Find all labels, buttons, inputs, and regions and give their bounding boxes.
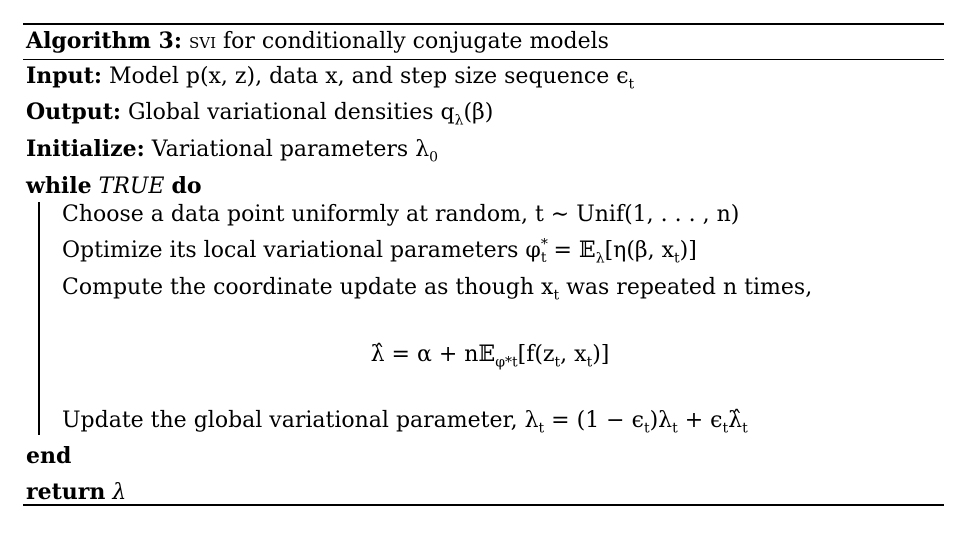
- while-keyword: while: [26, 173, 92, 199]
- input-label: Input:: [26, 63, 102, 89]
- algorithm-header: Algorithm 3: svi for conditionally conju…: [26, 30, 609, 53]
- eq-sub3: t: [586, 354, 593, 371]
- step-update: Update the global variational parameter,…: [62, 408, 748, 436]
- initialize-text: Variational parameters λ: [151, 137, 430, 162]
- step-update-sub4: t: [722, 420, 729, 437]
- step-update-pre: Update the global variational parameter,…: [62, 408, 539, 433]
- bottom-rule: [23, 504, 944, 506]
- step-compute-pre: Compute the coordinate update as though …: [62, 275, 554, 300]
- eq-sub2: t: [554, 354, 561, 371]
- step-optimize-tail: [η(β, x: [604, 238, 675, 263]
- input-sub: t: [628, 76, 635, 93]
- eq-rhs: [f(z: [517, 342, 555, 367]
- step-compute-sub: t: [553, 287, 560, 304]
- output-label: Output:: [26, 99, 121, 125]
- step-update-sub5: t: [742, 420, 748, 437]
- do-keyword: do: [171, 173, 202, 199]
- step-update-mid4: λ̂: [728, 408, 743, 433]
- header-rule: [23, 59, 944, 60]
- loop-bar: [38, 202, 40, 435]
- algorithm-number: Algorithm 3:: [26, 28, 182, 54]
- step-update-sub3: t: [672, 420, 678, 437]
- t-sub: t: [540, 250, 547, 267]
- return-line: return λ: [26, 481, 126, 504]
- eq-end: )]: [592, 342, 610, 367]
- output-tail: (β): [463, 100, 494, 125]
- step-optimize-end: )]: [679, 238, 697, 263]
- eq-mid: , x: [560, 342, 587, 367]
- output-sub: λ: [454, 112, 464, 129]
- output-text: Global variational densities q: [127, 100, 455, 125]
- output-line: Output: Global variational densities qλ(…: [26, 99, 494, 127]
- step-optimize-sub: λ: [595, 250, 605, 267]
- star-sup: *: [540, 236, 548, 253]
- return-value: λ: [112, 480, 127, 505]
- step-optimize-post: = 𝔼: [546, 238, 596, 263]
- step-optimize: Optimize its local variational parameter…: [62, 236, 697, 266]
- step-update-mid2: )λ: [649, 408, 673, 433]
- step-choose: Choose a data point uniformly at random,…: [62, 202, 740, 227]
- input-text: Model p(x, z), data x, and step size seq…: [108, 64, 629, 89]
- while-condition: TRUE: [98, 174, 165, 199]
- end-keyword: end: [26, 443, 72, 469]
- algorithm-acronym: svi: [188, 29, 217, 54]
- step-compute: Compute the coordinate update as though …: [62, 275, 813, 303]
- while-line: while TRUE do: [26, 175, 202, 198]
- step-compute-post: was repeated n times,: [559, 275, 813, 300]
- return-keyword: return: [26, 479, 106, 505]
- input-line: Input: Model p(x, z), data x, and step s…: [26, 63, 634, 91]
- eq-sub: φ*t: [495, 354, 518, 371]
- update-equation: λ̂ = α + n𝔼φ*t[f(zt, xt)]: [0, 342, 980, 371]
- algorithm-title: for conditionally conjugate models: [216, 29, 609, 54]
- step-update-sub: t: [538, 420, 545, 437]
- initialize-line: Initialize: Variational parameters λ0: [26, 136, 438, 164]
- eq-lhs: λ̂ = α + n𝔼: [370, 342, 496, 367]
- step-update-mid: = (1 − ϵ: [544, 408, 644, 433]
- step-update-mid3: + ϵ: [677, 408, 723, 433]
- initialize-sub: 0: [429, 149, 439, 166]
- initialize-label: Initialize:: [26, 136, 145, 162]
- top-rule: [23, 23, 944, 25]
- step-update-sub2: t: [643, 420, 650, 437]
- step-optimize-pre: Optimize its local variational parameter…: [62, 238, 541, 263]
- step-optimize-tail-sub: t: [674, 250, 680, 267]
